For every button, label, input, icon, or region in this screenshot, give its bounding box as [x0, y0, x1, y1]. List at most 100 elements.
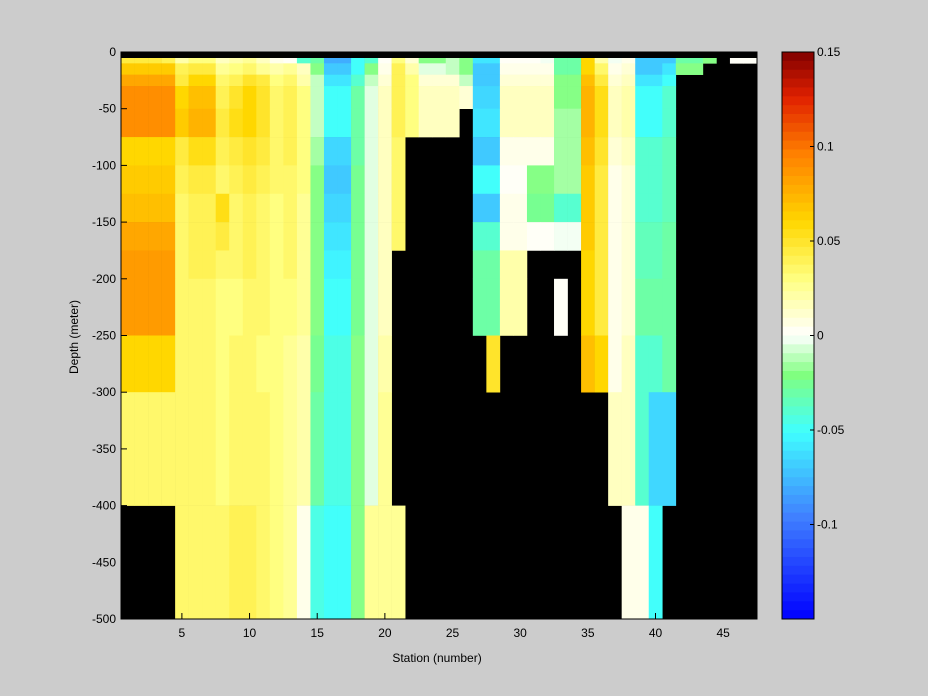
heatmap-cell: [499, 74, 514, 87]
heatmap-cell: [391, 222, 406, 251]
heatmap-cell: [269, 278, 284, 336]
heatmap-cell: [269, 505, 284, 620]
heatmap-cell: [229, 505, 244, 620]
colorbar-swatch: [782, 273, 814, 283]
x-tick-label: 25: [446, 626, 460, 640]
heatmap-cell: [215, 63, 230, 75]
heatmap-cell: [188, 222, 203, 251]
heatmap-cell: [283, 392, 298, 506]
heatmap-cell: [472, 165, 487, 195]
heatmap-cell: [378, 222, 392, 251]
heatmap-cell: [337, 165, 352, 195]
heatmap-cell: [662, 137, 677, 166]
heatmap-cell: [134, 222, 149, 251]
heatmap-cell: [689, 63, 704, 75]
colorbar-swatch: [782, 300, 814, 310]
heatmap-cell: [215, 74, 230, 87]
colorbar-swatch: [782, 211, 814, 221]
heatmap-cell: [554, 86, 568, 109]
heatmap-cell: [635, 137, 650, 166]
heatmap-cell: [513, 86, 528, 109]
heatmap-cell: [635, 392, 650, 506]
heatmap-cell: [567, 86, 582, 109]
colorbar-swatch: [782, 362, 814, 372]
heatmap-cell: [202, 86, 217, 109]
x-tick-label: 20: [378, 626, 392, 640]
heatmap-cell: [648, 278, 663, 336]
heatmap-cell: [621, 222, 636, 251]
heatmap-cell: [283, 222, 298, 251]
heatmap-cell: [121, 278, 135, 336]
heatmap-cell: [161, 63, 176, 75]
heatmap-cell: [581, 335, 595, 393]
heatmap-cell: [621, 193, 636, 223]
colorbar-swatch: [782, 406, 814, 416]
heatmap-cell: [269, 63, 284, 75]
colorbar-swatch: [782, 370, 814, 381]
heatmap-cell: [188, 63, 203, 75]
heatmap-cell: [161, 165, 176, 195]
heatmap-cell: [364, 278, 379, 336]
heatmap-cell: [351, 505, 365, 620]
heatmap-cell: [283, 165, 298, 195]
heatmap-cell: [621, 86, 636, 109]
heatmap-cell: [378, 137, 392, 166]
heatmap-cell: [242, 86, 257, 109]
heatmap-cell: [486, 165, 501, 195]
heatmap-cell: [391, 137, 406, 166]
heatmap-cell: [364, 86, 379, 109]
heatmap-cell: [608, 335, 622, 393]
heatmap-cell: [161, 250, 176, 280]
heatmap-cell: [378, 63, 392, 75]
heatmap-cell: [635, 193, 650, 223]
heatmap-cell: [662, 193, 677, 223]
heatmap-cell: [621, 392, 636, 506]
heatmap-cell: [134, 63, 149, 75]
heatmap-cell: [648, 63, 663, 75]
heatmap-cell: [554, 137, 568, 166]
heatmap-cell: [121, 108, 135, 138]
heatmap-cell: [188, 108, 203, 138]
colorbar-swatch: [782, 415, 814, 425]
heatmap-cell: [202, 108, 217, 138]
heatmap-cell: [121, 392, 135, 506]
heatmap-cell: [323, 165, 338, 195]
heatmap-cell: [364, 108, 379, 138]
heatmap-cell: [229, 250, 244, 280]
x-axis-label: Station (number): [392, 651, 481, 665]
heatmap-cell: [486, 250, 501, 280]
colorbar-swatch: [782, 486, 814, 496]
heatmap-cell: [662, 392, 677, 506]
heatmap-cell: [337, 137, 352, 166]
heatmap-cell: [283, 278, 298, 336]
heatmap-cell: [351, 278, 365, 336]
heatmap-cell: [121, 74, 135, 87]
heatmap-cell: [148, 250, 162, 280]
heatmap-cell: [405, 74, 420, 87]
heatmap-cell: [432, 74, 447, 87]
heatmap-cell: [608, 165, 622, 195]
heatmap-cell: [310, 335, 325, 393]
colorbar-swatch: [782, 326, 814, 336]
heatmap-cell: [337, 250, 352, 280]
heatmap-cell: [567, 137, 582, 166]
heatmap-cell: [256, 222, 271, 251]
heatmap-cell: [310, 278, 325, 336]
colorbar-swatch: [782, 69, 814, 79]
heatmap-cell: [581, 278, 595, 336]
heatmap-cell: [215, 392, 230, 506]
colorbar-tick-label: -0.1: [817, 518, 838, 532]
colorbar-tick-label: -0.05: [817, 423, 845, 437]
colorbar-swatch: [782, 592, 814, 602]
heatmap-cell: [161, 86, 176, 109]
heatmap-cell: [608, 108, 622, 138]
colorbar-swatch: [782, 282, 814, 292]
colorbar-swatch: [782, 450, 814, 460]
heatmap-cell: [269, 335, 284, 393]
colorbar-tick-label: 0.05: [817, 234, 841, 248]
heatmap-cell: [499, 165, 514, 195]
heatmap-cell: [526, 137, 541, 166]
heatmap-cell: [608, 63, 622, 75]
heatmap-cell: [378, 165, 392, 195]
y-tick-label: -350: [92, 442, 116, 456]
